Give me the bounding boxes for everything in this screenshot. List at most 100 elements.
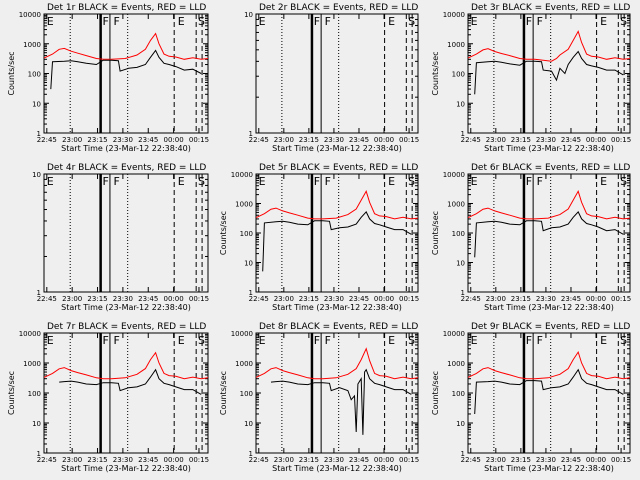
y-tick-label: 1 (37, 130, 41, 138)
flag-label: F (526, 175, 532, 188)
x-tick-label: 23:30 (536, 136, 556, 144)
x-tick-label: 00:00 (374, 295, 394, 303)
panel-title: Det 3r BLACK = Events, RED = LLD (471, 3, 630, 13)
panel-1: Det 1r BLACK = Events, RED = LLD 1 10 100 10… (7, 3, 209, 153)
flag-label: F (325, 334, 331, 347)
x-tick-label: 23:00 (274, 295, 294, 303)
y-tick-label: 100 (452, 390, 465, 398)
y-tick-label: 1 (37, 289, 41, 297)
detector-name: Det 6r (471, 163, 500, 173)
y-tick-label: 10 (32, 100, 41, 108)
x-tick-label: 23:30 (536, 295, 556, 303)
x-tick-label: 23:15 (87, 136, 107, 144)
y-axis-label: Counts/sec (7, 51, 16, 95)
flag-label: E (178, 15, 185, 28)
title-suffix: BLACK = Events, RED = LLD (75, 163, 206, 173)
x-tick-label: 23:30 (324, 136, 344, 144)
y-tick-label: 100 (240, 230, 253, 238)
flag-label: F (314, 15, 320, 28)
x-tick-label: 23:45 (561, 456, 581, 464)
flag-label: F (102, 15, 108, 28)
y-tick-label: 100 (452, 230, 465, 238)
x-tick-label: 22:45 (249, 295, 269, 303)
events-series-line (474, 50, 624, 95)
panel-title: Det 1r BLACK = Events, RED = LLD (47, 3, 206, 13)
y-tick-label: 1 (461, 450, 465, 458)
x-tick-label: 23:00 (486, 295, 506, 303)
y-tick-label: 10000 (443, 171, 465, 179)
x-tick-label: 23:30 (113, 295, 133, 303)
lld-series-line (468, 350, 630, 380)
x-tick-label: 23:15 (299, 136, 319, 144)
y-tick-label: 10000 (231, 171, 253, 179)
flag-label: E (388, 15, 395, 28)
plot-frame (255, 173, 419, 293)
panel-title: Det 8r BLACK = Events, RED = LLD (259, 322, 418, 332)
y-tick-label: 10 (32, 420, 41, 428)
detector-name: Det 5r (259, 163, 288, 173)
y-tick-label: 100 (28, 71, 41, 79)
plot-frame (467, 173, 631, 293)
x-tick-label: 23:00 (274, 136, 294, 144)
y-tick-label: 1000 (447, 201, 465, 209)
title-suffix: BLACK = Events, RED = LLD (287, 163, 418, 173)
x-tick-label: 23:00 (62, 295, 82, 303)
flag-label: F (325, 15, 331, 28)
panel-9: Det 9r BLACK = Events, RED = LLD 1 10 100 10… (431, 322, 631, 473)
flag-label: E (178, 175, 185, 188)
y-tick-label: 1 (461, 130, 465, 138)
events-series-line (474, 368, 624, 415)
y-tick-label: 100 (452, 71, 465, 79)
events-series-line (270, 368, 412, 435)
detector-name: Det 8r (259, 322, 288, 332)
flag-label: F (537, 334, 543, 347)
x-tick-label: 00:00 (374, 456, 394, 464)
x-tick-label: 00:15 (189, 136, 209, 144)
panel-title: Det 5r BLACK = Events, RED = LLD (259, 163, 418, 173)
x-tick-label: 22:45 (461, 456, 481, 464)
x-tick-label: 22:45 (461, 295, 481, 303)
y-axis-label: Counts/sec (7, 371, 16, 415)
detector-name: Det 3r (471, 3, 500, 13)
x-tick-label: 00:00 (164, 456, 184, 464)
x-axis-label: Start Time (23-Mar-12 22:38:40) (272, 464, 402, 473)
panel-5: Det 5r BLACK = Events, RED = LLD 1 10 100 10… (219, 163, 419, 312)
y-tick-label: 10 (456, 260, 465, 268)
y-tick-label: 1 (37, 450, 41, 458)
x-tick-label: 00:15 (189, 295, 209, 303)
y-tick-label: 1 (249, 289, 253, 297)
title-suffix: BLACK = Events, RED = LLD (499, 3, 630, 13)
x-tick-label: 23:15 (87, 456, 107, 464)
x-axis-label: Start Time (23-Mar-12 22:38:40) (484, 144, 614, 153)
y-tick-label: 1000 (23, 41, 41, 49)
flag-label: S (620, 15, 627, 28)
flag-label: S (408, 175, 415, 188)
y-axis-label: Counts/sec (431, 371, 440, 415)
y-tick-label: 100 (28, 390, 41, 398)
detector-name: Det 7r (47, 322, 76, 332)
flag-label: S (198, 175, 205, 188)
plot-frame (43, 332, 209, 454)
x-axis-label: Start Time (23-Mar-12 22:38:40) (272, 303, 402, 312)
detector-name: Det 1r (47, 3, 76, 13)
y-tick-label: 10 (244, 260, 253, 268)
x-tick-label: 23:00 (486, 456, 506, 464)
x-tick-label: 23:45 (138, 136, 158, 144)
y-tick-label: 10000 (231, 330, 253, 338)
flag-label: E (388, 175, 395, 188)
lld-series-line (468, 190, 630, 220)
flag-label: E (600, 175, 607, 188)
x-tick-label: 22:45 (37, 456, 57, 464)
x-tick-label: 00:15 (611, 136, 631, 144)
flag-label: S (408, 334, 415, 347)
plot-frame (255, 332, 419, 454)
title-suffix: BLACK = Events, RED = LLD (499, 163, 630, 173)
lld-series-line (468, 30, 630, 62)
y-axis-label: Counts/sec (431, 51, 440, 95)
y-tick-label: 1000 (447, 41, 465, 49)
x-tick-label: 23:00 (62, 456, 82, 464)
title-suffix: BLACK = Events, RED = LLD (287, 3, 418, 13)
lld-series-line (44, 32, 208, 60)
detector-name: Det 2r (259, 3, 288, 13)
x-tick-label: 00:15 (399, 295, 419, 303)
